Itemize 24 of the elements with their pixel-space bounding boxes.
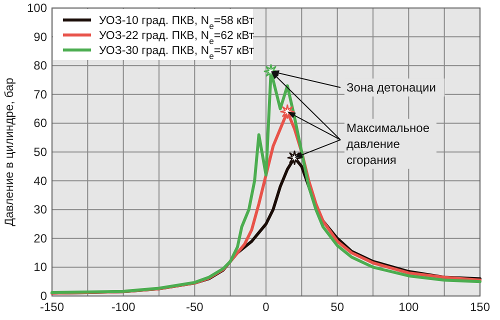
- y-tick-label: 60: [34, 116, 48, 130]
- legend-label: УОЗ-30 град. ПКВ, N$_{e}$=57 кВт: [99, 45, 255, 61]
- legend-label: УОЗ-22 град. ПКВ, N$_{e}$=62 кВт: [99, 30, 255, 46]
- y-tick-label: 30: [34, 202, 48, 217]
- x-tick-label: 150: [470, 300, 490, 314]
- x-tick-label: -100: [111, 300, 136, 314]
- x-tick-label: 0: [262, 300, 270, 314]
- y-tick-label: 90: [34, 30, 48, 44]
- y-tick-label: 80: [34, 58, 48, 73]
- y-axis-title: Давление в цилиндре, бар: [2, 77, 16, 226]
- legend-label: УОЗ-10 град. ПКВ, N$_{e}$=58 кВт: [99, 15, 255, 31]
- x-tick-label: -50: [186, 300, 204, 314]
- y-tick-label: 70: [34, 87, 48, 102]
- y-tick-label: 40: [34, 174, 48, 188]
- y-tick-label: 10: [34, 260, 48, 274]
- y-tick-label: 20: [34, 231, 48, 246]
- annotation: Максимальное давление сгорания: [346, 120, 430, 167]
- y-tick-label: 50: [34, 145, 48, 159]
- y-tick-label: 100: [26, 1, 48, 15]
- x-tick-label: 100: [398, 300, 419, 314]
- x-tick-label: -150: [40, 300, 64, 314]
- x-tick-label: 50: [330, 300, 344, 314]
- annotation: Зона детонации: [346, 80, 436, 95]
- y-tick-label: 0: [40, 289, 48, 303]
